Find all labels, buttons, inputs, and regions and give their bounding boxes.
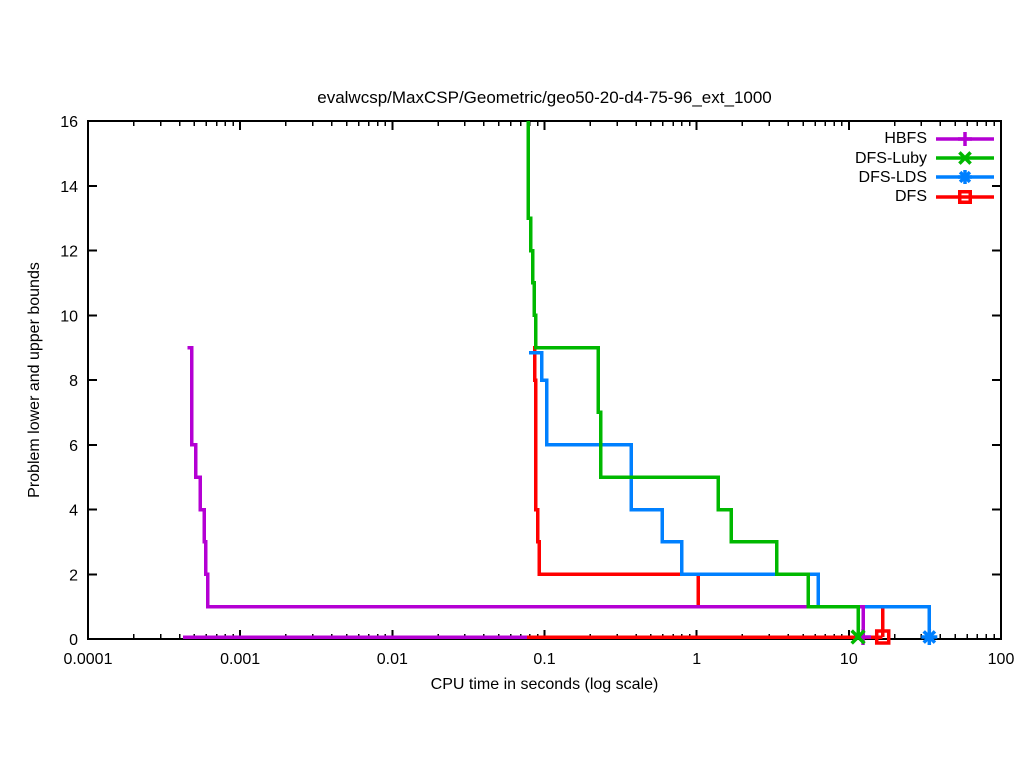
legend-entry-hbfs: HBFS — [624, 129, 994, 148]
legend-sample-dfs — [936, 189, 994, 204]
x-tick-label: 10 — [840, 651, 858, 668]
legend-label-hbfs: HBFS — [884, 130, 927, 148]
legend-label-dfs: DFS — [895, 188, 927, 206]
legend-sample-dfs-lds — [936, 170, 994, 185]
series-line-HBFS-upper — [187, 345, 865, 637]
series-end-marker-asterisk — [921, 629, 938, 645]
x-tick-label: 1 — [692, 651, 701, 668]
series-line-DFS-LDS-upper — [528, 350, 932, 637]
x-axis-title: CPU time in seconds (log scale) — [430, 676, 659, 693]
series-line-DFS-Luby-upper — [526, 121, 860, 637]
y-tick-label: 16 — [60, 114, 78, 131]
y-tick-label: 8 — [69, 373, 78, 390]
series-end-marker-square-open — [958, 189, 972, 204]
x-tick-label: 0.1 — [533, 651, 555, 668]
legend-label-dfs-luby: DFS-Luby — [854, 149, 927, 167]
series-end-marker-cross — [958, 151, 972, 165]
series-end-marker-plus — [958, 131, 972, 146]
y-tick-label: 4 — [69, 503, 78, 520]
series-end-marker-cross — [850, 629, 866, 645]
legend-sample-hbfs — [936, 131, 994, 146]
series-line-DFS-upper — [533, 345, 885, 637]
x-tick-label: 0.01 — [377, 651, 408, 668]
legend-entry-dfs: DFS — [624, 187, 994, 206]
x-tick-label: 0.001 — [220, 651, 260, 668]
legend: HBFS DFS-Luby DFS-LDS DFS — [624, 129, 994, 207]
y-tick-label: 6 — [69, 438, 78, 455]
y-tick-label: 10 — [60, 308, 78, 325]
y-tick-label: 2 — [69, 567, 78, 584]
series-end-marker-square-open — [874, 629, 891, 645]
legend-sample-dfs-luby — [936, 151, 994, 165]
chart-title: evalwcsp/MaxCSP/Geometric/geo50-20-d4-75… — [317, 88, 772, 107]
legend-label-dfs-lds: DFS-LDS — [858, 168, 927, 186]
legend-entry-dfs-luby: DFS-Luby — [624, 148, 994, 167]
series-end-marker-asterisk — [958, 170, 972, 185]
y-tick-label: 12 — [60, 244, 78, 261]
legend-entry-dfs-lds: DFS-LDS — [624, 168, 994, 187]
x-tick-label: 100 — [988, 651, 1015, 668]
y-tick-label: 14 — [60, 179, 78, 196]
y-tick-label: 0 — [69, 632, 78, 649]
x-tick-label: 0.0001 — [64, 651, 113, 668]
